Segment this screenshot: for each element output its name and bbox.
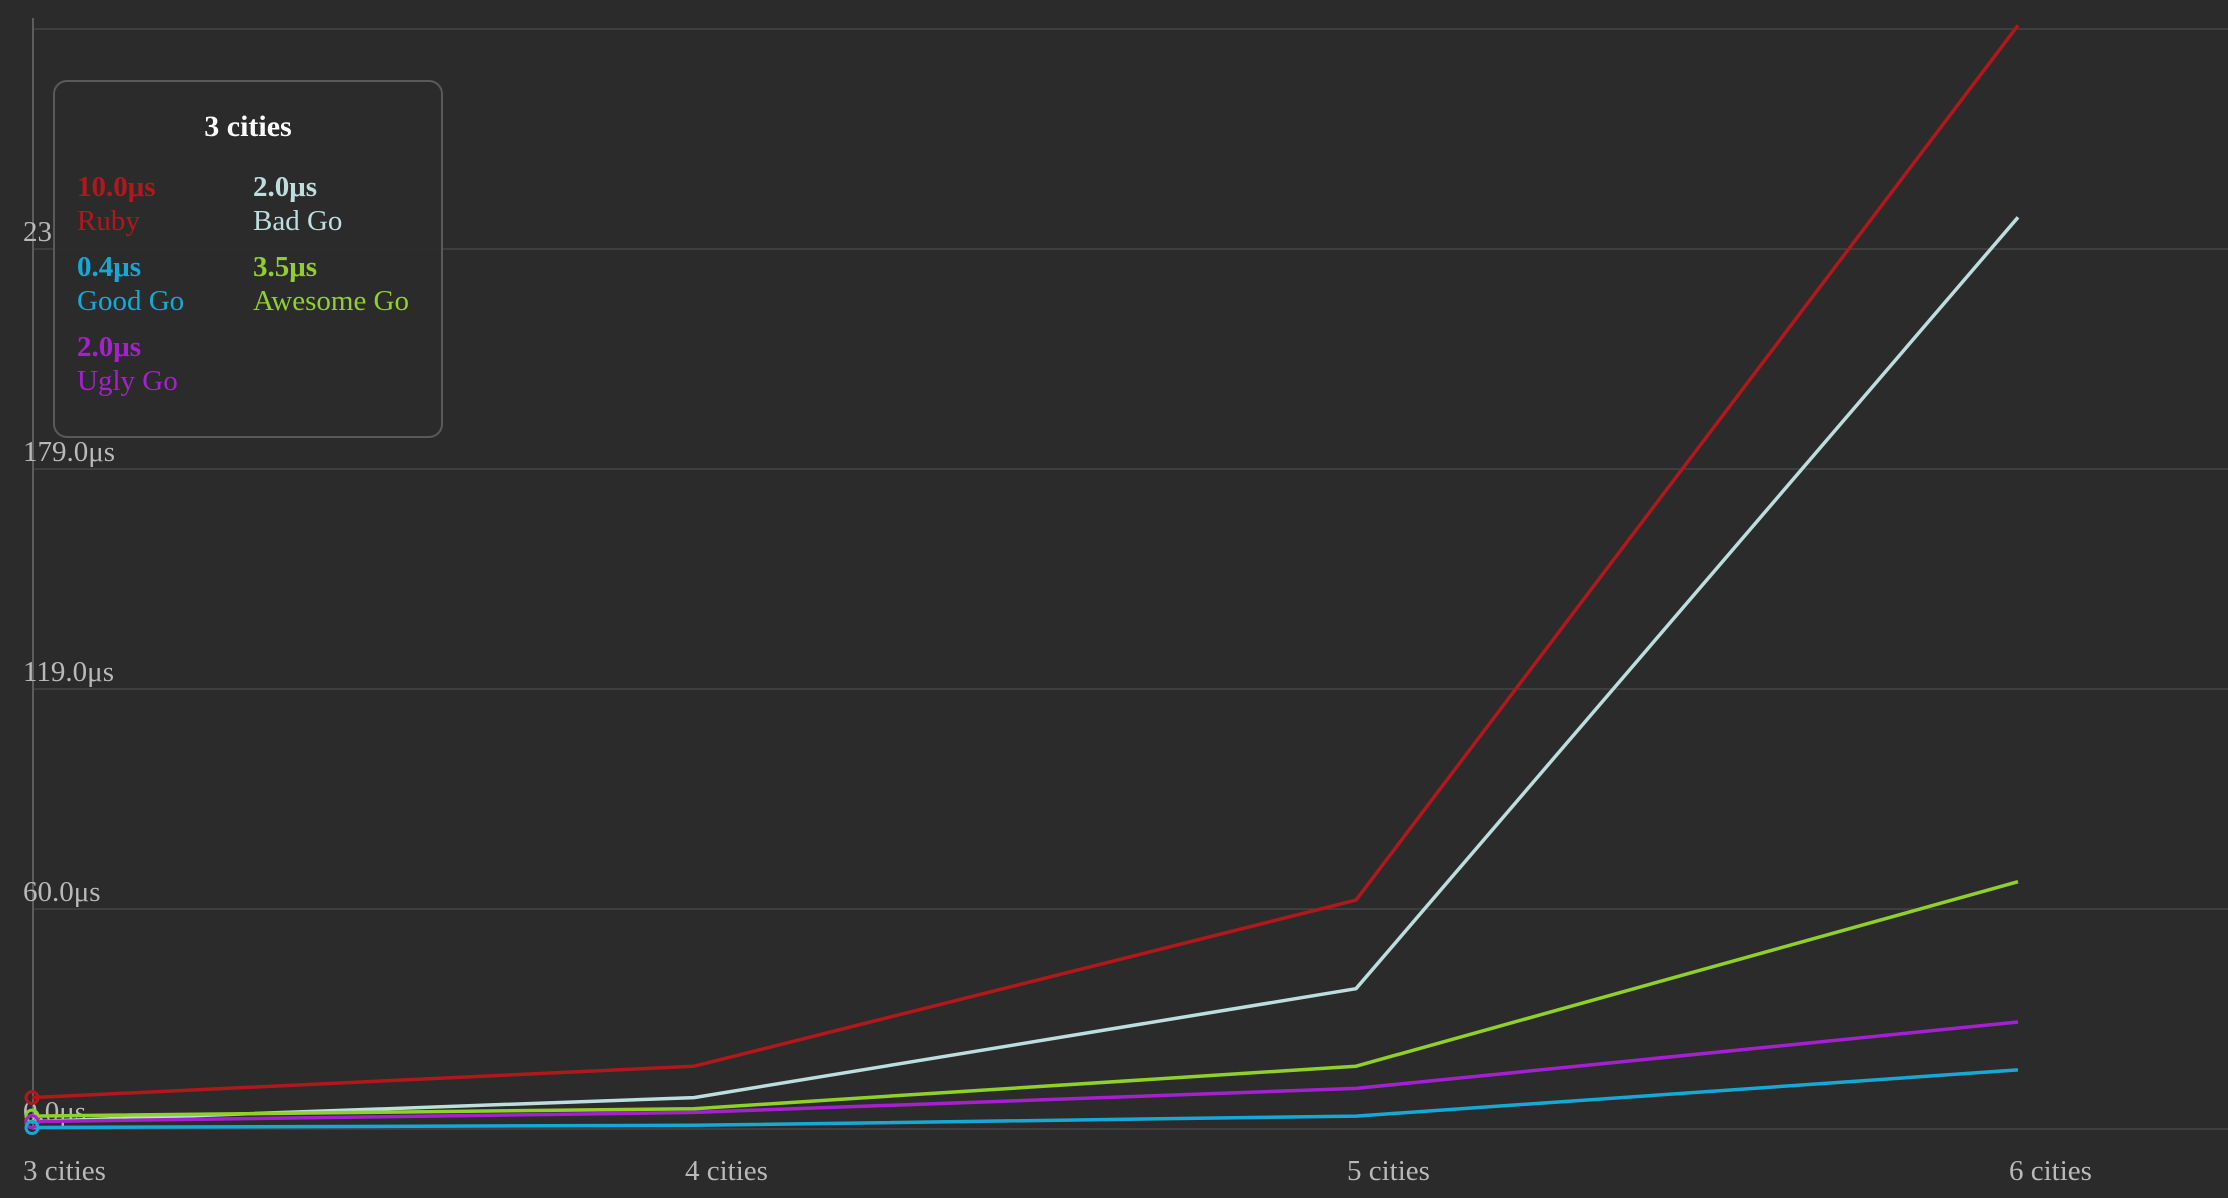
tooltip-label: Ugly Go: [77, 365, 178, 397]
tooltip-label: Good Go: [77, 285, 185, 317]
y-tick-label: 23: [23, 216, 52, 248]
tooltip: 3 cities 10.0μs Ruby 2.0μs Bad Go 0.4μs …: [53, 80, 443, 438]
hover-point-good-go: [24, 1120, 40, 1136]
tooltip-label: Bad Go: [253, 205, 343, 237]
tooltip-item-ugly-go: 2.0μs Ugly Go: [77, 330, 178, 398]
tooltip-item-ruby: 10.0μs Ruby: [77, 170, 155, 238]
series-line-ruby: [31, 24, 2020, 1100]
tooltip-item-good-go: 0.4μs Good Go: [77, 250, 184, 318]
x-tick-label: 5 cities: [1347, 1155, 1430, 1187]
x-tick-label: 4 cities: [685, 1155, 768, 1187]
tooltip-value: 2.0μs: [77, 331, 141, 363]
tooltip-item-awesome-go: 3.5μs Awesome Go: [253, 250, 409, 318]
series-line-ugly-go: [31, 1020, 2019, 1124]
tooltip-value: 0.4μs: [77, 251, 141, 283]
y-tick-label: 119.0μs: [23, 656, 114, 688]
tooltip-value: 3.5μs: [253, 251, 317, 283]
tooltip-value: 2.0μs: [253, 171, 317, 203]
hover-point-ugly-go: [24, 1114, 40, 1130]
tooltip-title: 3 cities: [204, 110, 292, 143]
x-tick-label: 3 cities: [23, 1155, 106, 1187]
series-line-bad-go: [31, 216, 2020, 1124]
series-line-good-go: [31, 1068, 2019, 1130]
tooltip-label: Awesome Go: [253, 285, 410, 317]
hover-point-ruby: [24, 1090, 40, 1106]
series-line-awesome-go: [31, 880, 2019, 1118]
y-tick-label: 60.0μs: [23, 876, 101, 908]
tooltip-value: 10.0μs: [77, 171, 156, 203]
tooltip-label: Ruby: [77, 205, 140, 237]
y-tick-label: 179.0μs: [23, 436, 115, 468]
x-tick-label: 6 cities: [2009, 1155, 2092, 1187]
tooltip-item-bad-go: 2.0μs Bad Go: [253, 170, 342, 238]
